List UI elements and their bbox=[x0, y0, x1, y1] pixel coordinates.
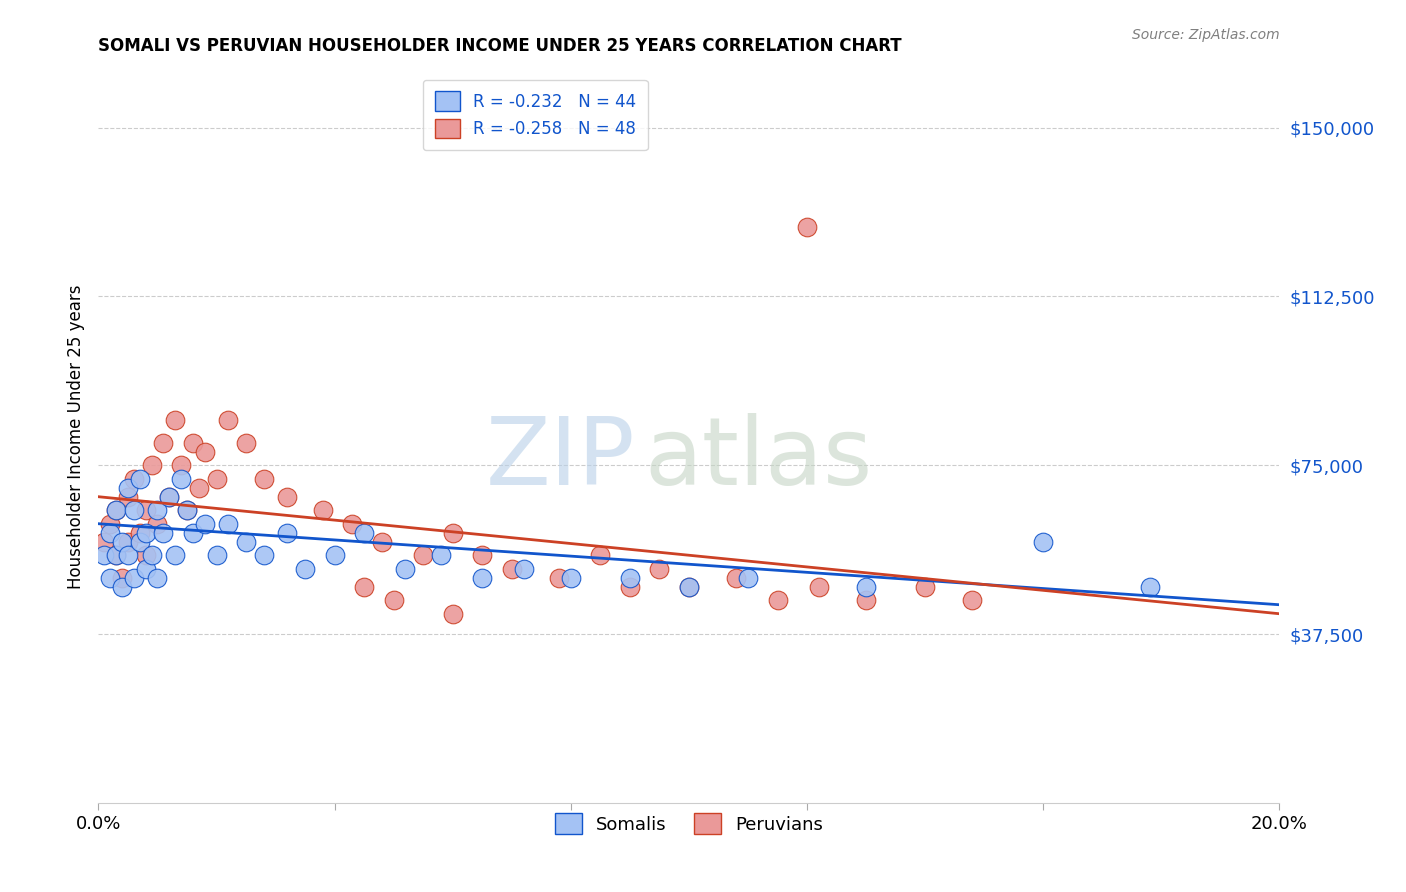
Point bbox=[135, 548, 157, 562]
Point bbox=[128, 525, 150, 540]
Point bbox=[98, 571, 121, 585]
Point bbox=[235, 534, 257, 549]
Point bbox=[111, 534, 134, 549]
Legend: Somalis, Peruvians: Somalis, Peruvians bbox=[544, 803, 834, 845]
Point bbox=[135, 562, 157, 576]
Point bbox=[194, 444, 217, 458]
Point bbox=[619, 580, 641, 594]
Point bbox=[93, 534, 115, 549]
Point bbox=[157, 490, 180, 504]
Point bbox=[353, 525, 375, 540]
Point bbox=[471, 571, 494, 585]
Point bbox=[122, 571, 145, 585]
Point bbox=[105, 548, 128, 562]
Point bbox=[217, 413, 239, 427]
Point bbox=[276, 525, 298, 540]
Text: Source: ZipAtlas.com: Source: ZipAtlas.com bbox=[1132, 29, 1279, 42]
Point bbox=[146, 503, 169, 517]
Point bbox=[105, 503, 128, 517]
Point bbox=[725, 571, 748, 585]
Point bbox=[430, 548, 453, 562]
Point bbox=[105, 548, 128, 562]
Point bbox=[678, 580, 700, 594]
Point bbox=[187, 481, 209, 495]
Point bbox=[176, 503, 198, 517]
Point bbox=[152, 435, 174, 450]
Point bbox=[589, 548, 612, 562]
Point bbox=[122, 503, 145, 517]
Point bbox=[619, 571, 641, 585]
Point bbox=[323, 548, 346, 562]
Point bbox=[382, 593, 405, 607]
Point bbox=[737, 571, 759, 585]
Point bbox=[194, 516, 217, 531]
Point bbox=[98, 525, 121, 540]
Point bbox=[117, 481, 139, 495]
Point bbox=[152, 525, 174, 540]
Point bbox=[105, 503, 128, 517]
Point bbox=[312, 503, 335, 517]
Point bbox=[501, 562, 523, 576]
Point bbox=[128, 472, 150, 486]
Point bbox=[205, 472, 228, 486]
Text: SOMALI VS PERUVIAN HOUSEHOLDER INCOME UNDER 25 YEARS CORRELATION CHART: SOMALI VS PERUVIAN HOUSEHOLDER INCOME UN… bbox=[98, 37, 903, 54]
Y-axis label: Householder Income Under 25 years: Householder Income Under 25 years bbox=[66, 285, 84, 590]
Point bbox=[441, 607, 464, 621]
Point bbox=[276, 490, 298, 504]
Point bbox=[855, 580, 877, 594]
Point bbox=[342, 516, 364, 531]
Point bbox=[471, 548, 494, 562]
Point bbox=[441, 525, 464, 540]
Point bbox=[93, 548, 115, 562]
Point bbox=[98, 516, 121, 531]
Point bbox=[122, 472, 145, 486]
Point bbox=[170, 472, 193, 486]
Point bbox=[560, 571, 582, 585]
Point bbox=[394, 562, 416, 576]
Point bbox=[146, 571, 169, 585]
Point bbox=[412, 548, 434, 562]
Point bbox=[253, 472, 276, 486]
Point bbox=[253, 548, 276, 562]
Point bbox=[1139, 580, 1161, 594]
Point bbox=[766, 593, 789, 607]
Point bbox=[135, 503, 157, 517]
Point bbox=[141, 458, 163, 473]
Point bbox=[111, 580, 134, 594]
Point bbox=[235, 435, 257, 450]
Point bbox=[205, 548, 228, 562]
Point bbox=[146, 516, 169, 531]
Point bbox=[648, 562, 671, 576]
Point bbox=[181, 435, 204, 450]
Point bbox=[548, 571, 571, 585]
Point bbox=[165, 413, 187, 427]
Point bbox=[117, 490, 139, 504]
Point bbox=[117, 548, 139, 562]
Point bbox=[855, 593, 877, 607]
Point bbox=[128, 534, 150, 549]
Point bbox=[165, 548, 187, 562]
Point bbox=[181, 525, 204, 540]
Point bbox=[141, 548, 163, 562]
Point bbox=[512, 562, 534, 576]
Point bbox=[135, 525, 157, 540]
Point bbox=[962, 593, 984, 607]
Point bbox=[371, 534, 394, 549]
Point bbox=[796, 219, 818, 234]
Point bbox=[914, 580, 936, 594]
Point bbox=[678, 580, 700, 594]
Text: atlas: atlas bbox=[644, 413, 872, 505]
Point bbox=[176, 503, 198, 517]
Point bbox=[170, 458, 193, 473]
Text: ZIP: ZIP bbox=[486, 413, 636, 505]
Point bbox=[157, 490, 180, 504]
Point bbox=[1032, 534, 1054, 549]
Point bbox=[807, 580, 830, 594]
Point bbox=[117, 534, 139, 549]
Point bbox=[111, 571, 134, 585]
Point bbox=[294, 562, 316, 576]
Point bbox=[217, 516, 239, 531]
Point bbox=[353, 580, 375, 594]
